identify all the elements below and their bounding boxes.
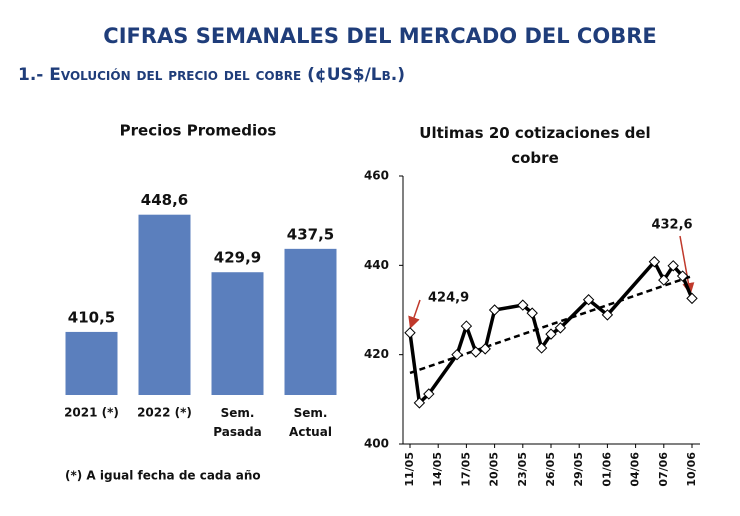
annotation-arrow	[408, 299, 421, 329]
data-label: 424,9	[428, 291, 469, 306]
y-tick-label: 400	[364, 437, 389, 451]
point-marker	[404, 327, 416, 339]
point-marker	[460, 320, 473, 332]
y-tick-label: 460	[364, 169, 389, 183]
point-marker	[517, 299, 529, 311]
x-tick-label: 07/06	[657, 452, 670, 487]
point-marker	[413, 397, 426, 409]
point-marker	[582, 294, 595, 306]
bar	[284, 248, 337, 395]
x-tick-label: Sem. Actual	[289, 406, 332, 439]
x-tick-label: 10/06	[685, 452, 698, 487]
point-marker	[526, 307, 538, 319]
point-marker	[648, 256, 661, 268]
bar	[211, 272, 264, 395]
bar	[65, 331, 118, 395]
x-tick-label: 11/05	[403, 452, 416, 487]
point-marker	[658, 274, 670, 286]
value-label: 437,5	[287, 225, 334, 243]
point-marker	[686, 292, 698, 305]
footnote: (*) A igual fecha de cada año	[65, 469, 261, 483]
point-marker	[451, 348, 463, 361]
point-marker	[423, 388, 435, 400]
data-label: 432,6	[651, 218, 692, 233]
chart-title: Precios Promedios	[120, 122, 277, 140]
x-tick-label: 26/05	[544, 452, 557, 487]
point-marker	[535, 342, 548, 354]
point-marker	[479, 343, 491, 355]
point-marker	[545, 328, 557, 340]
annotation-arrow	[679, 235, 695, 295]
value-label: 448,6	[141, 191, 188, 209]
x-tick-label: 20/05	[488, 452, 501, 487]
value-label: 429,9	[214, 249, 261, 267]
bar	[138, 214, 191, 395]
x-tick-label: 17/05	[459, 452, 472, 487]
x-tick-label: 04/06	[629, 452, 642, 487]
page-title: CIFRAS SEMANALES DEL MERCADO DEL COBRE	[103, 24, 656, 48]
x-tick-label: Sem. Pasada	[213, 406, 262, 439]
value-label: 410,5	[68, 308, 115, 326]
y-tick-label: 420	[364, 347, 389, 361]
x-tick-label: 2021 (*)	[64, 406, 119, 420]
point-marker	[667, 260, 679, 272]
point-marker	[488, 304, 501, 316]
point-marker	[601, 309, 614, 321]
page-subtitle: 1.- Evolución del precio del cobre (¢US$…	[18, 65, 405, 85]
point-marker	[676, 270, 689, 282]
x-tick-label: 01/06	[600, 452, 613, 487]
x-tick-label: 29/05	[572, 452, 585, 487]
x-tick-label: 23/05	[516, 452, 529, 487]
chart-title: Ultimas 20 cotizaciones del cobre	[419, 124, 650, 167]
x-tick-label: 2022 (*)	[137, 406, 192, 420]
point-marker	[554, 322, 567, 334]
x-tick-label: 14/05	[431, 452, 444, 487]
y-tick-label: 440	[364, 258, 389, 272]
point-marker	[470, 346, 482, 358]
